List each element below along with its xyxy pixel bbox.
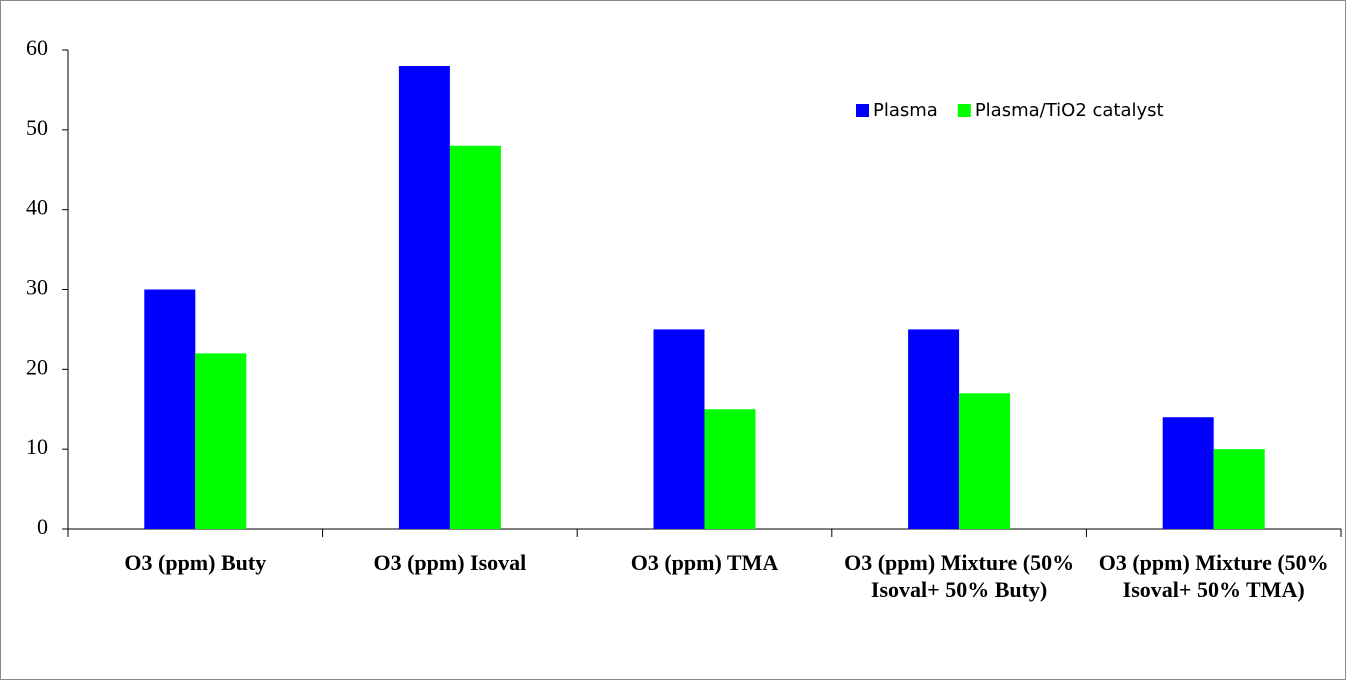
bar (144, 289, 196, 529)
bar (959, 393, 1011, 529)
y-tick-label: 30 (26, 275, 48, 300)
x-tick-label: O3 (ppm) Mixture (50% Isoval+ 50% TMA) (1098, 550, 1329, 602)
bar (1162, 417, 1214, 529)
x-tick-label: O3 (ppm) TMA (630, 550, 779, 575)
bar (653, 329, 705, 529)
x-tick-label: O3 (ppm) Isoval (373, 550, 527, 575)
bar (704, 409, 756, 529)
y-tick-label: 60 (26, 35, 48, 60)
y-tick-label: 10 (26, 434, 48, 459)
legend-swatch (856, 104, 869, 117)
y-tick-label: 20 (26, 354, 48, 379)
bar (449, 145, 501, 530)
bar (1213, 449, 1265, 529)
x-tick-label: O3 (ppm) Buty (124, 550, 267, 575)
x-tick-label: O3 (ppm) Mixture (50% Isoval+ 50% Buty) (844, 550, 1075, 602)
y-tick-label: 40 (26, 195, 48, 220)
bar (908, 329, 960, 529)
legend-swatch (957, 104, 971, 117)
y-tick-label: 0 (37, 514, 48, 539)
bar (195, 353, 247, 529)
legend-label: Plasma (873, 100, 938, 121)
y-tick-label: 50 (26, 115, 48, 140)
legend-label: Plasma/TiO2 catalyst (975, 100, 1164, 121)
bar (398, 65, 450, 529)
